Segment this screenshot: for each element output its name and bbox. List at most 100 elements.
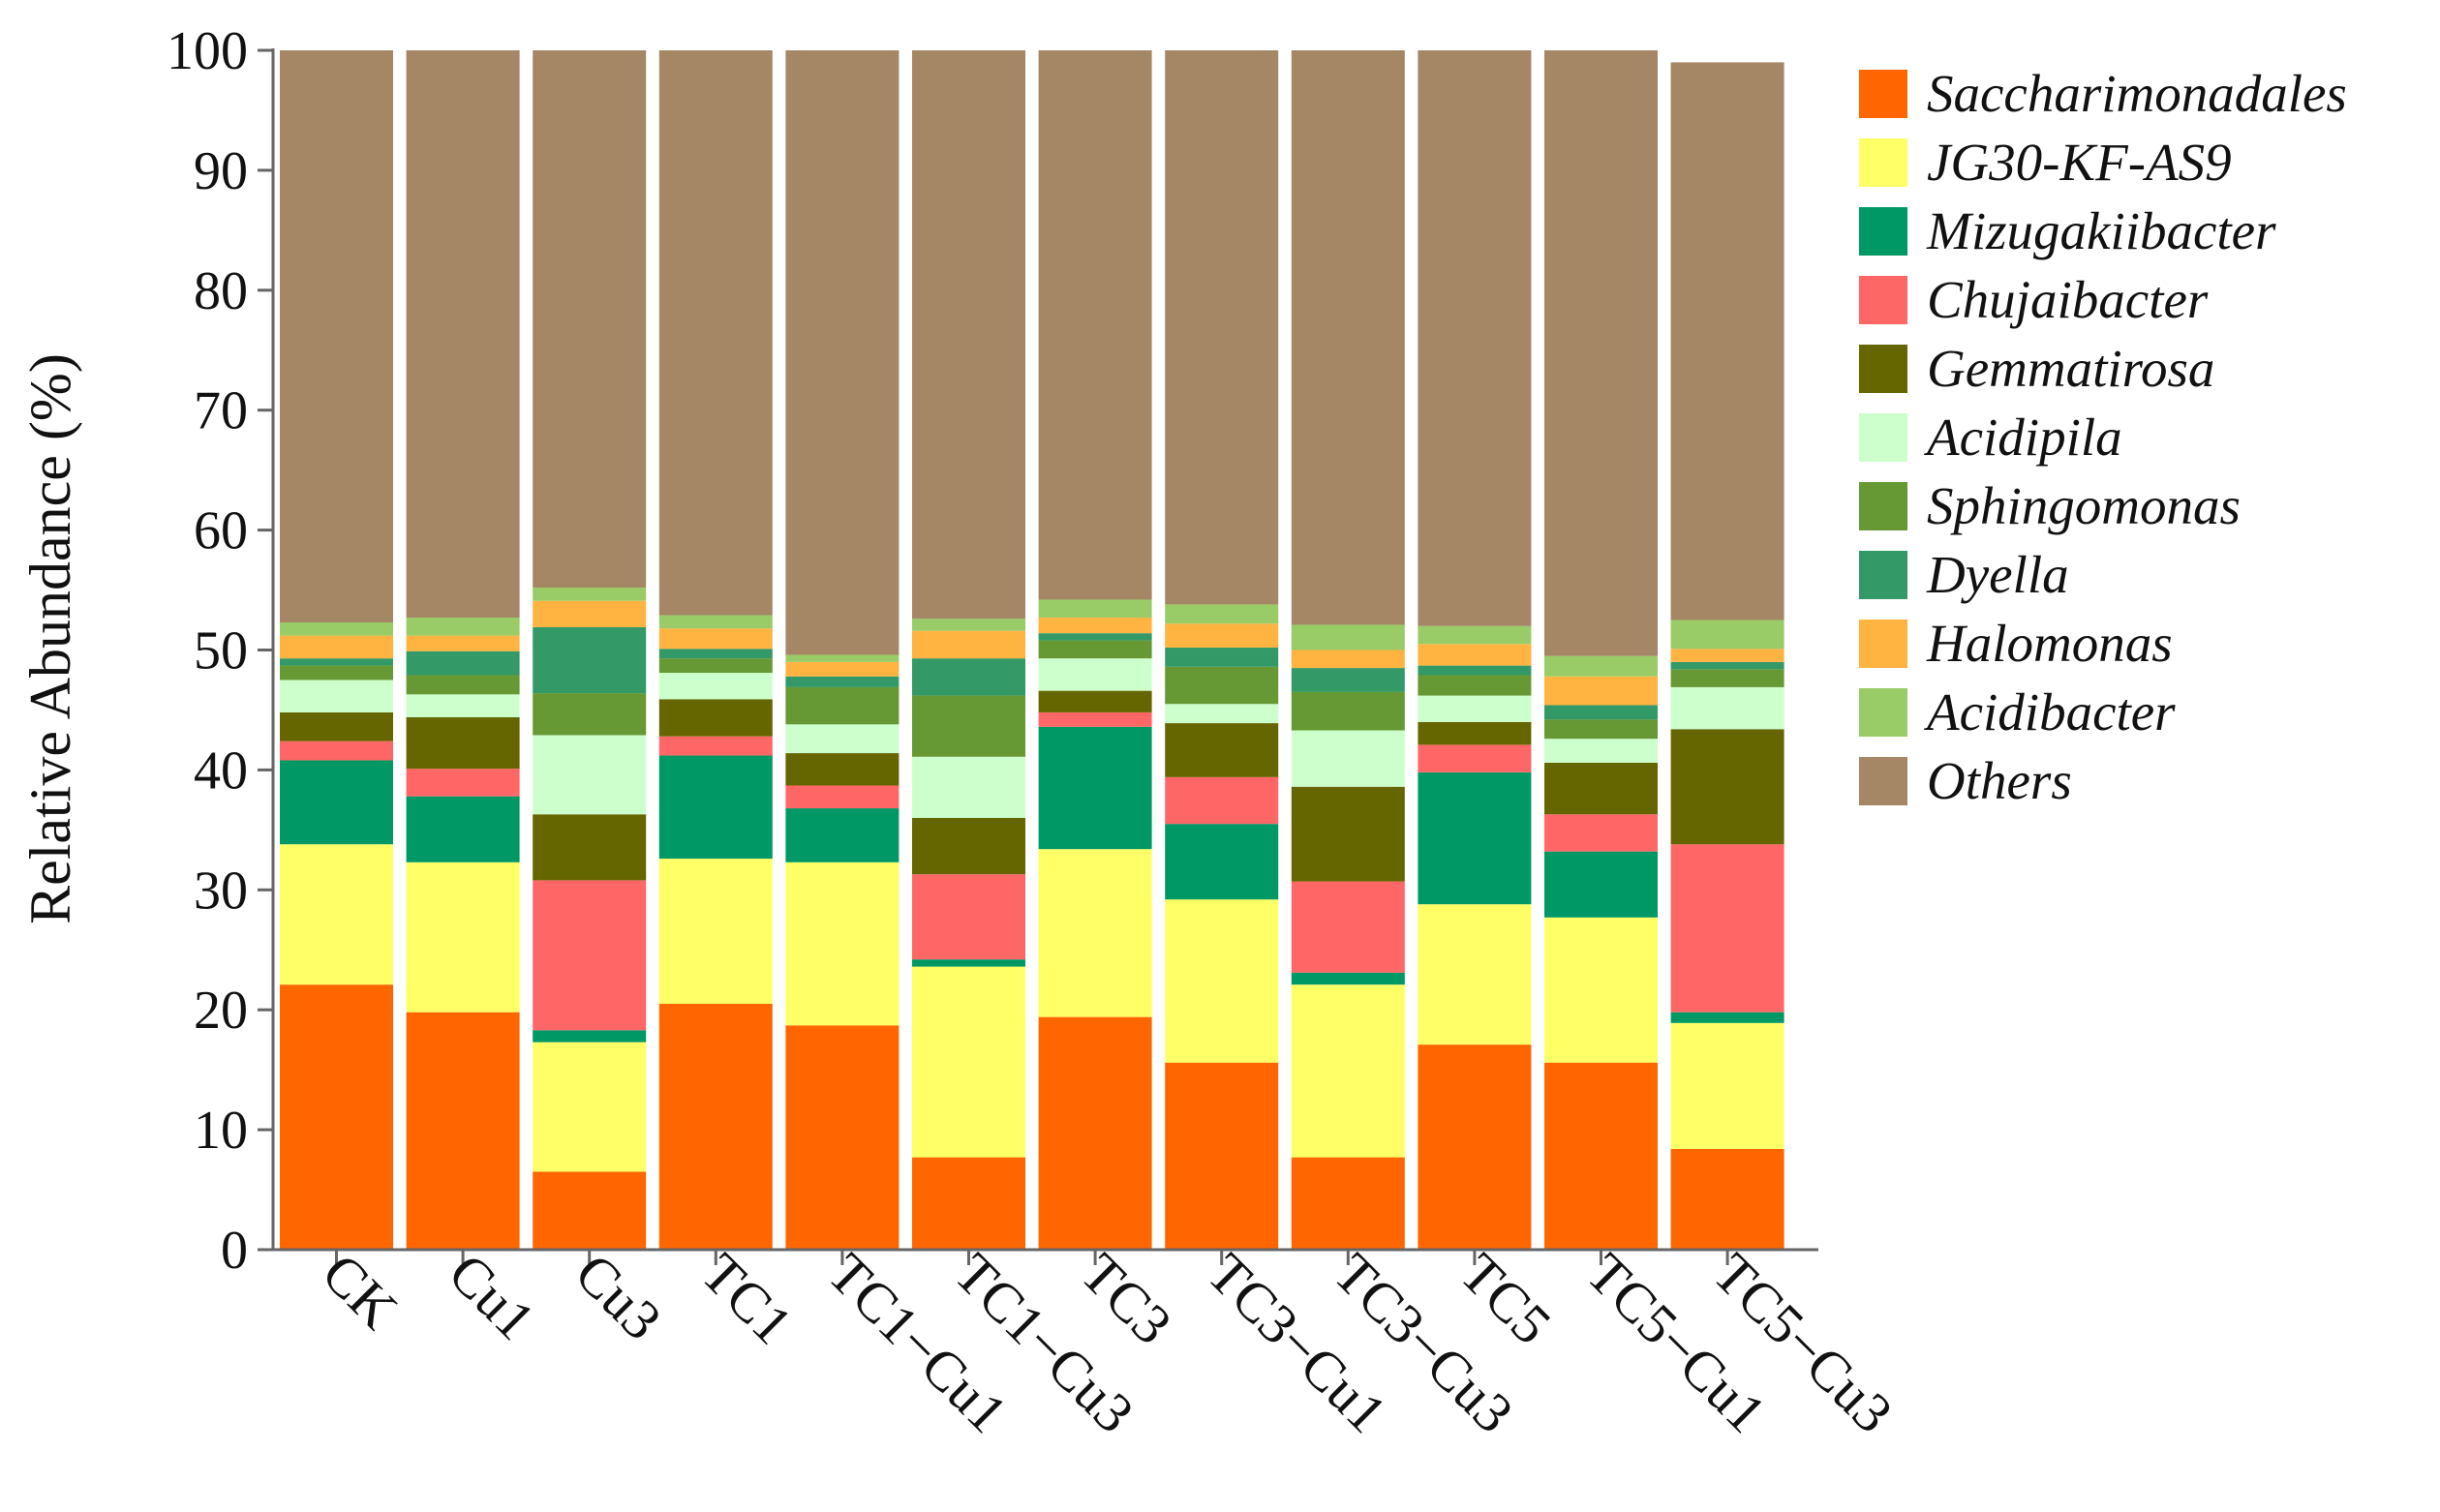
bar-group-5 [912,50,1025,1250]
x-tick-label-1: Cu1 [437,1241,547,1351]
bar-segment-chujaibacter-5 [912,874,1025,960]
bar-group-6 [1038,50,1152,1250]
legend: Saccharimonadales JG30-KF-AS9 Mizugakiibac… [1859,64,2347,810]
bar-segment-others-0 [280,50,393,623]
bar-segment-acidipila-11 [1670,686,1784,730]
bar-group-7 [1165,50,1279,1250]
y-tick-label-100: 100 [167,21,248,81]
bar-segment-sphingomonas-9 [1418,675,1532,696]
bar-segment-halomonas-10 [1544,676,1658,706]
bar-segment-others-1 [406,50,520,619]
bar-segment-jg30-kf-as9-7 [1165,899,1279,1063]
bar-segment-mizugakiibacter-6 [1038,726,1152,850]
bar-segment-acidibacter-7 [1165,604,1279,624]
bar-group-4 [785,50,900,1250]
bar-segment-acidipila-0 [280,680,393,712]
legend-swatch-10 [1859,757,1907,805]
legend-label-9: Acidibacter [1923,682,2176,741]
bar-segment-gemmatirosa-10 [1544,762,1658,815]
bar-segment-gemmatirosa-2 [533,814,647,881]
bar-segment-mizugakiibacter-11 [1670,1012,1784,1023]
bar-segment-chujaibacter-1 [406,769,520,797]
bar-segment-halomonas-4 [785,661,900,677]
legend-label-4: Gemmatirosa [1927,339,2214,398]
bar-segment-gemmatirosa-3 [658,699,773,737]
bar-segment-jg30-kf-as9-8 [1291,984,1405,1158]
bar-segment-halomonas-6 [1038,618,1152,634]
legend-item-3: Chujaibacter [1859,270,2209,329]
bar-group-10 [1544,50,1658,1250]
bar-segment-halomonas-8 [1291,650,1405,669]
bar-segment-chujaibacter-6 [1038,711,1152,727]
bar-segment-acidipila-6 [1038,658,1152,691]
bar-segment-acidibacter-1 [406,618,520,636]
legend-swatch-9 [1859,688,1907,737]
legend-label-0: Saccharimonadales [1927,64,2347,123]
bar-segment-mizugakiibacter-9 [1418,771,1532,905]
bar-segment-others-11 [1670,62,1784,620]
bar-group-8 [1291,50,1405,1250]
legend-item-10: Others [1859,751,2072,810]
bar-segment-saccharimonadales-11 [1670,1148,1784,1250]
bar-segment-mizugakiibacter-8 [1291,972,1405,985]
legend-swatch-1 [1859,138,1907,187]
bar-segment-sphingomonas-6 [1038,640,1152,659]
bar-segment-acidipila-8 [1291,730,1405,787]
bar-segment-saccharimonadales-10 [1544,1062,1658,1250]
bar-segment-dyella-2 [533,626,647,694]
bar-segment-sphingomonas-10 [1544,719,1658,740]
bar-segment-halomonas-2 [533,600,647,627]
bar-group-1 [406,50,520,1250]
bar-group-11 [1670,62,1784,1250]
bar-segment-sphingomonas-4 [785,686,900,725]
y-tick-label-60: 60 [194,501,248,561]
y-tick-label-10: 10 [194,1101,248,1161]
bar-segment-halomonas-1 [406,635,520,651]
bar-segment-others-10 [1544,50,1658,656]
bar-segment-sphingomonas-0 [280,665,393,680]
bar-segment-dyella-6 [1038,633,1152,641]
y-tick-label-40: 40 [194,741,248,801]
bar-segment-acidibacter-0 [280,622,393,636]
bar-segment-others-5 [912,50,1025,620]
bar-segment-acidipila-5 [912,756,1025,818]
bar-segment-gemmatirosa-7 [1165,723,1279,777]
bar-segment-acidibacter-6 [1038,599,1152,619]
legend-label-8: Halomonas [1926,614,2173,673]
bar-segment-gemmatirosa-6 [1038,690,1152,712]
bar-segment-sphingomonas-11 [1670,669,1784,687]
bars-layer [280,50,1784,1250]
bar-segment-jg30-kf-as9-3 [658,859,773,1005]
bar-segment-dyella-7 [1165,648,1279,667]
x-tick-label-0: CK [310,1241,410,1341]
bar-segment-dyella-11 [1670,661,1784,670]
bar-segment-saccharimonadales-8 [1291,1157,1405,1250]
bar-segment-saccharimonadales-2 [533,1171,647,1250]
bar-group-3 [658,50,773,1250]
bar-segment-chujaibacter-8 [1291,881,1405,973]
bar-segment-sphingomonas-5 [912,695,1025,757]
legend-item-4: Gemmatirosa [1859,339,2214,398]
bar-segment-dyella-9 [1418,665,1532,676]
bar-segment-chujaibacter-3 [658,736,773,756]
bar-segment-gemmatirosa-11 [1670,729,1784,845]
legend-swatch-6 [1859,482,1907,530]
legend-swatch-4 [1859,345,1907,393]
bar-segment-saccharimonadales-4 [785,1025,900,1250]
bar-segment-acidipila-7 [1165,704,1279,724]
x-tick-label-6: TC3 [1069,1241,1184,1356]
bar-segment-acidibacter-10 [1544,655,1658,677]
legend-label-5: Acidipila [1923,408,2122,467]
bar-segment-dyella-1 [406,650,520,676]
y-tick-label-20: 20 [194,981,248,1041]
legend-item-2: Mizugakiibacter [1859,201,2276,260]
y-axis-title: Relative Abundance (%) [18,353,82,924]
bar-segment-saccharimonadales-6 [1038,1016,1152,1250]
bar-segment-gemmatirosa-0 [280,711,393,741]
bar-segment-jg30-kf-as9-4 [785,862,900,1026]
bar-segment-jg30-kf-as9-11 [1670,1022,1784,1149]
bar-segment-chujaibacter-11 [1670,844,1784,1013]
bar-segment-acidibacter-8 [1291,624,1405,650]
y-tick-label-70: 70 [194,381,248,441]
